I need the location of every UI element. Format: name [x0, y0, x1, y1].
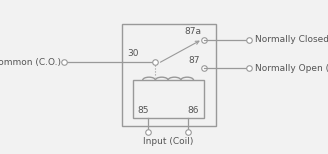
Text: 85: 85 — [138, 105, 149, 115]
Bar — [133, 80, 204, 118]
Bar — [122, 24, 216, 126]
Text: 86: 86 — [187, 105, 198, 115]
Text: Normally Closed (N.C.): Normally Closed (N.C.) — [255, 35, 328, 44]
Text: Normally Open (N.O.): Normally Open (N.O.) — [255, 64, 328, 73]
Text: 30: 30 — [127, 49, 139, 58]
Text: 87: 87 — [188, 56, 200, 65]
Text: Input (Coil): Input (Coil) — [143, 137, 193, 146]
Text: Common (C.O.): Common (C.O.) — [0, 58, 61, 67]
Text: 87a: 87a — [184, 27, 201, 36]
